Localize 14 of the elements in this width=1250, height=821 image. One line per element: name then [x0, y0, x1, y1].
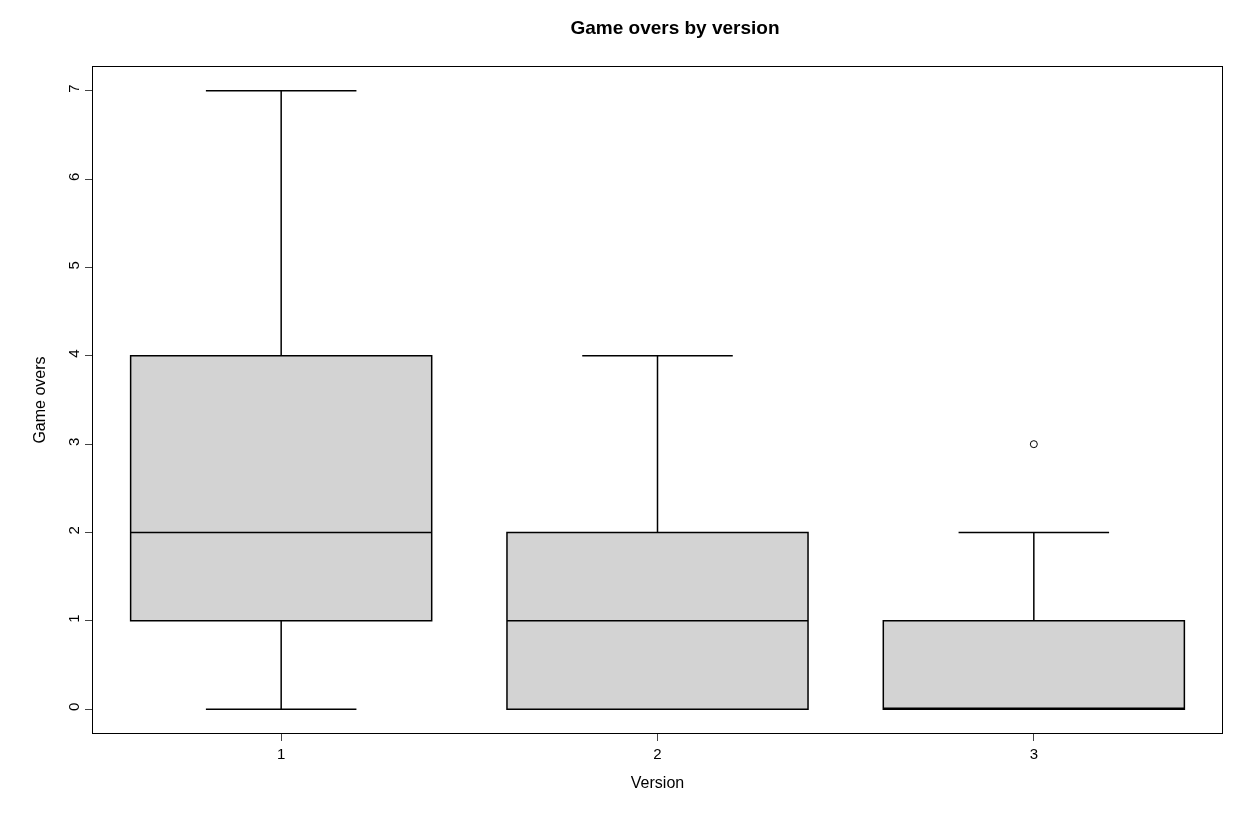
- y-tick-label: 0: [65, 702, 82, 712]
- y-tick-label: 6: [65, 172, 82, 182]
- y-tick-label: 1: [65, 614, 82, 623]
- y-axis-title: Game overs: [30, 356, 48, 444]
- y-tick-label: 3: [65, 437, 82, 447]
- y-tick-label: 5: [65, 261, 82, 270]
- y-tick-label: 7: [65, 84, 82, 93]
- x-tick-label: 3: [1029, 745, 1038, 762]
- x-tick-label: 1: [277, 745, 286, 762]
- x-tick-label: 2: [653, 745, 662, 762]
- chart-title: Game overs by version: [570, 16, 780, 38]
- y-tick-label: 2: [65, 526, 82, 535]
- x-axis-title: Version: [630, 773, 685, 791]
- y-tick-label: 4: [65, 349, 82, 358]
